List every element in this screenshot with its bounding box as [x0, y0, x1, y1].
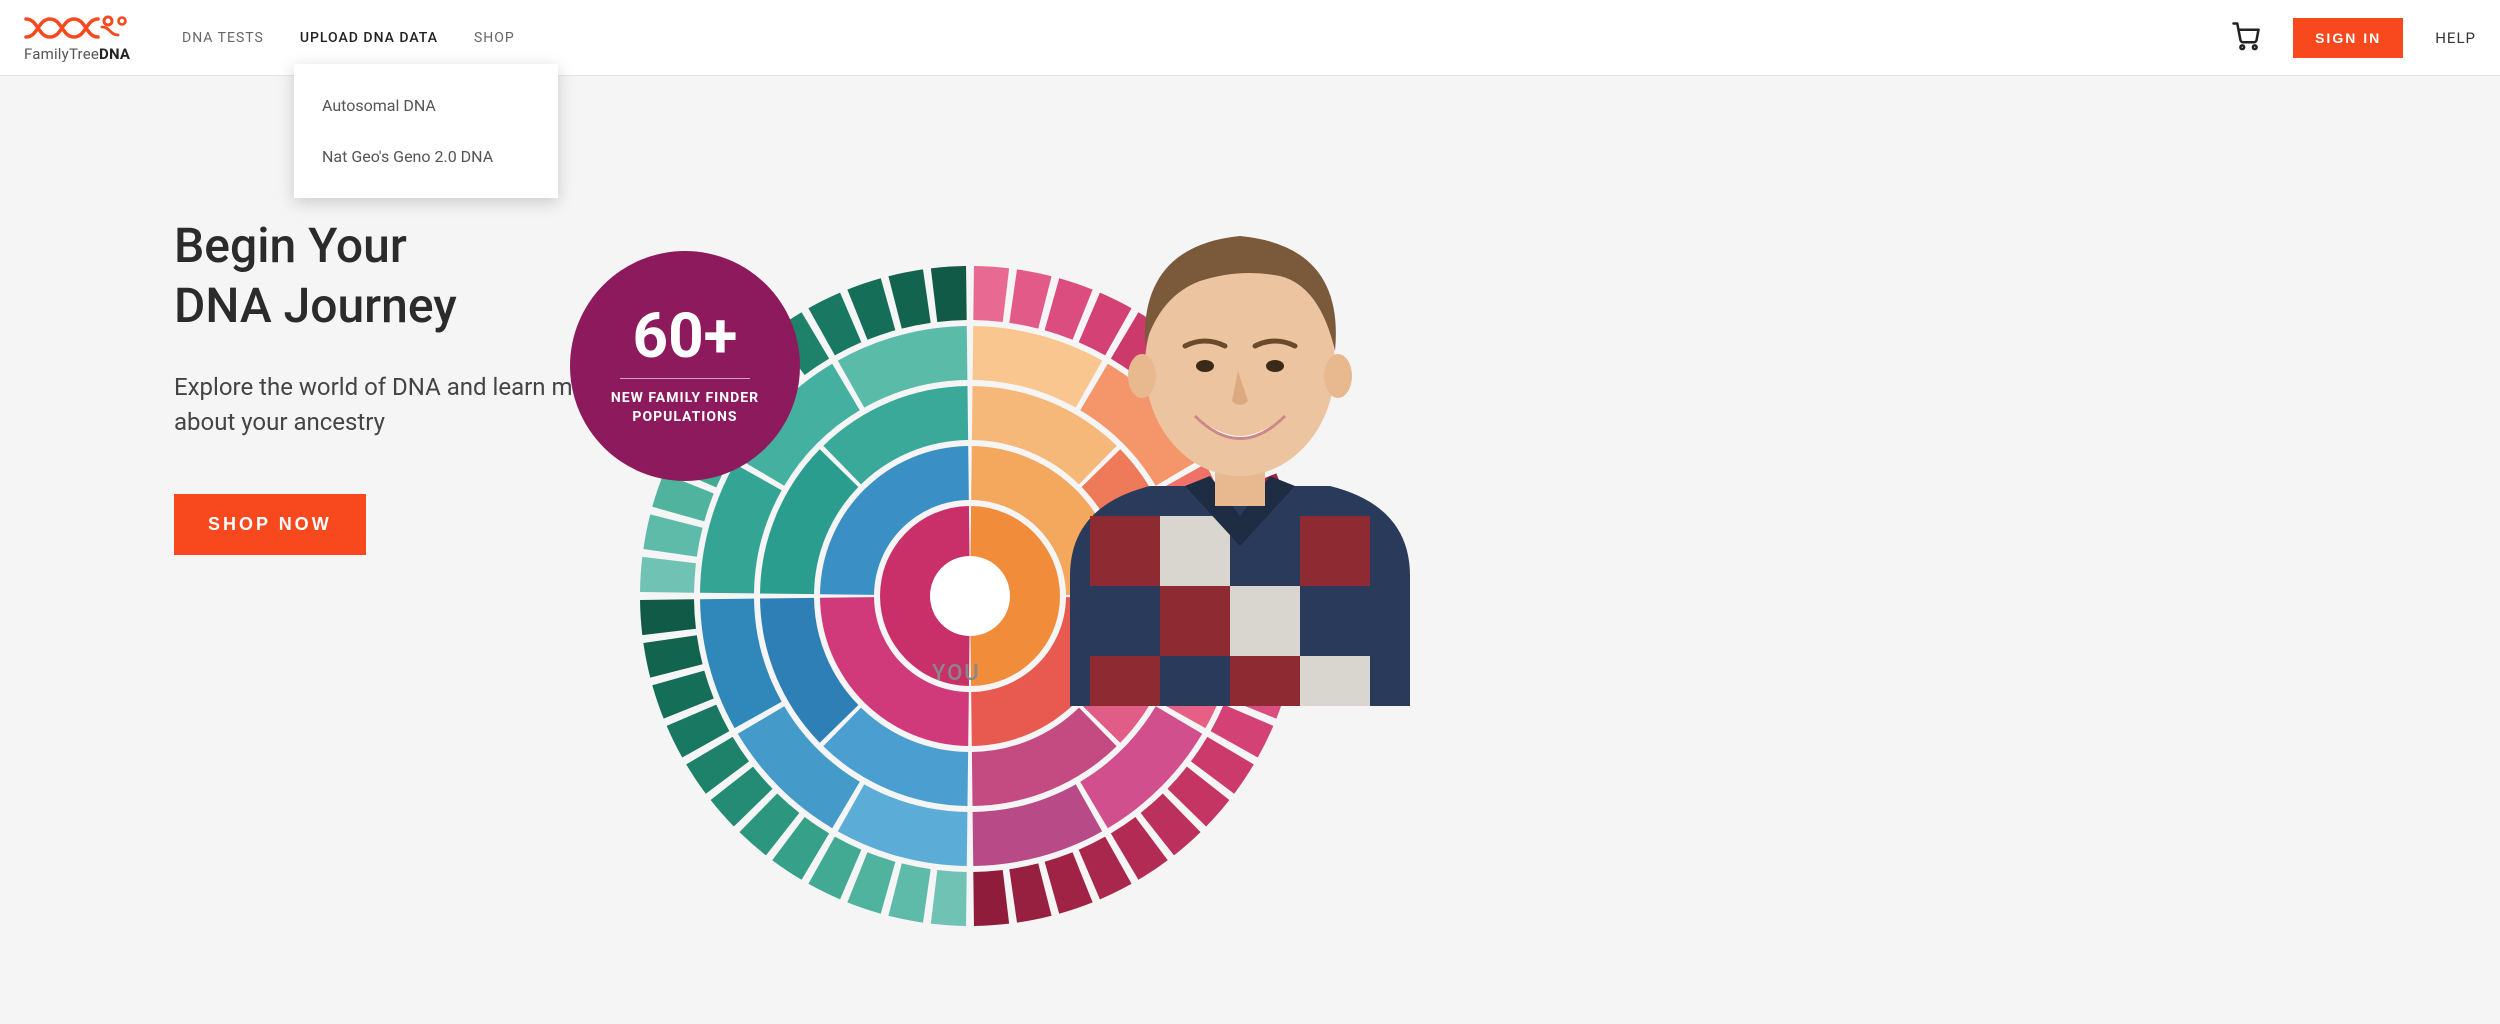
upload-dropdown: Autosomal DNA Nat Geo's Geno 2.0 DNA: [294, 64, 558, 198]
cart-icon[interactable]: [2231, 21, 2261, 55]
brand-name: FamilyTreeDNA: [24, 45, 130, 63]
dropdown-natgeo[interactable]: Nat Geo's Geno 2.0 DNA: [294, 131, 558, 182]
shop-now-button[interactable]: SHOP NOW: [174, 494, 366, 555]
dropdown-autosomal[interactable]: Autosomal DNA: [294, 80, 558, 131]
hero-person-illustration: [1010, 176, 1470, 706]
sign-in-button[interactable]: SIGN IN: [2293, 18, 2403, 58]
help-link[interactable]: HELP: [2435, 29, 2476, 47]
chart-center-label: YOU: [932, 661, 981, 686]
badge-text: NEW FAMILY FINDERPOPULATIONS: [611, 389, 759, 427]
logo-helix-icon: [24, 13, 134, 43]
site-header: FamilyTreeDNA DNA TESTS UPLOAD DNA DATA …: [0, 0, 2500, 76]
populations-badge: 60+ NEW FAMILY FINDERPOPULATIONS: [570, 251, 800, 481]
header-right: SIGN IN HELP: [2231, 18, 2476, 58]
hero-section: Begin Your DNA Journey Explore the world…: [0, 76, 2500, 1024]
nav-dna-tests[interactable]: DNA TESTS: [182, 2, 264, 74]
badge-number: 60+: [633, 306, 738, 368]
badge-divider: [620, 378, 750, 379]
primary-nav: DNA TESTS UPLOAD DNA DATA SHOP Autosomal…: [182, 2, 515, 74]
brand-logo[interactable]: FamilyTreeDNA: [24, 13, 134, 63]
